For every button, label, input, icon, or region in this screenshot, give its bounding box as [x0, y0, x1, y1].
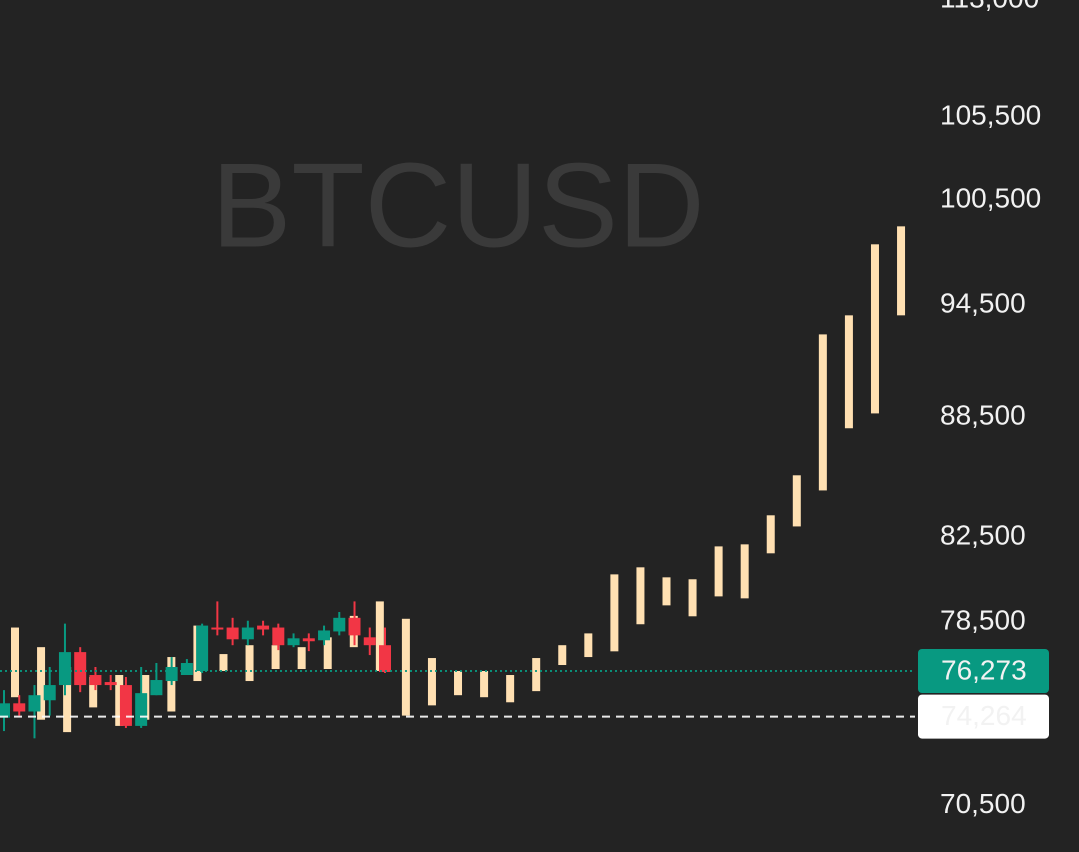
- range-bar: [897, 226, 906, 316]
- range-bar: [375, 601, 384, 672]
- range-bar: [11, 627, 19, 698]
- candle-body: [226, 627, 239, 640]
- candle-body: [333, 617, 346, 632]
- candle-body: [13, 703, 26, 712]
- range-bar: [714, 546, 723, 597]
- candle-body: [150, 680, 163, 696]
- range-bar: [323, 637, 332, 670]
- candle-body: [58, 652, 71, 686]
- candle-body: [287, 638, 300, 646]
- range-bar: [844, 315, 853, 429]
- candle-body: [379, 645, 391, 673]
- range-bar: [688, 579, 697, 617]
- y-tick-label: 78,500: [940, 604, 1026, 635]
- range-bar: [401, 618, 410, 716]
- candle-body: [196, 625, 209, 672]
- y-tick-label: 105,500: [940, 100, 1041, 131]
- range-bar: [271, 645, 280, 670]
- candle-body: [180, 663, 193, 676]
- range-bar: [636, 567, 645, 625]
- candle-body: [318, 630, 331, 641]
- candle-body: [74, 652, 87, 686]
- range-bar: [818, 334, 827, 491]
- range-bar: [480, 671, 489, 698]
- watermark-title: BTCUSD: [211, 139, 704, 273]
- reference-price-label: 74,264: [941, 700, 1027, 731]
- candle-body: [211, 627, 224, 630]
- y-tick-label: 88,500: [940, 400, 1026, 431]
- candle-body: [272, 627, 285, 646]
- range-bar: [89, 677, 98, 708]
- reference-price-box: [918, 694, 1049, 739]
- candle-body: [363, 637, 376, 646]
- range-bar: [558, 645, 567, 666]
- range-bar: [870, 244, 879, 414]
- candle-body: [104, 682, 117, 686]
- candle-body: [28, 695, 41, 712]
- range-bar: [766, 515, 775, 554]
- range-bar: [37, 647, 46, 720]
- candle-body: [0, 703, 10, 718]
- last-price-label: 76,273: [941, 654, 1027, 685]
- range-bar: [219, 654, 228, 672]
- y-tick-label: 113,000: [940, 0, 1039, 13]
- range-bar: [740, 544, 749, 599]
- range-bar: [115, 675, 124, 726]
- range-bar: [297, 647, 306, 670]
- candle-body: [257, 625, 270, 630]
- range-bar: [610, 574, 619, 652]
- candle-body: [43, 685, 56, 701]
- candle-body: [302, 638, 315, 642]
- range-bar: [454, 671, 463, 696]
- range-bar: [506, 675, 515, 703]
- range-bar: [245, 645, 254, 682]
- candle-body: [135, 693, 148, 726]
- candle-body: [89, 675, 102, 686]
- y-tick-label: 94,500: [940, 288, 1026, 319]
- range-bar: [792, 475, 801, 527]
- last-price-box: [918, 649, 1049, 694]
- range-bar: [63, 667, 72, 733]
- y-tick-label: 100,500: [940, 183, 1041, 214]
- range-bar: [427, 658, 436, 706]
- candle-body: [119, 685, 132, 726]
- range-bar: [584, 633, 593, 658]
- candle-body: [348, 617, 361, 636]
- candle-body: [165, 667, 178, 682]
- candle-body: [241, 627, 254, 640]
- y-tick-label: 82,500: [940, 519, 1026, 550]
- y-tick-label: 70,500: [940, 788, 1026, 819]
- range-bar: [532, 658, 541, 692]
- range-bar: [662, 577, 671, 606]
